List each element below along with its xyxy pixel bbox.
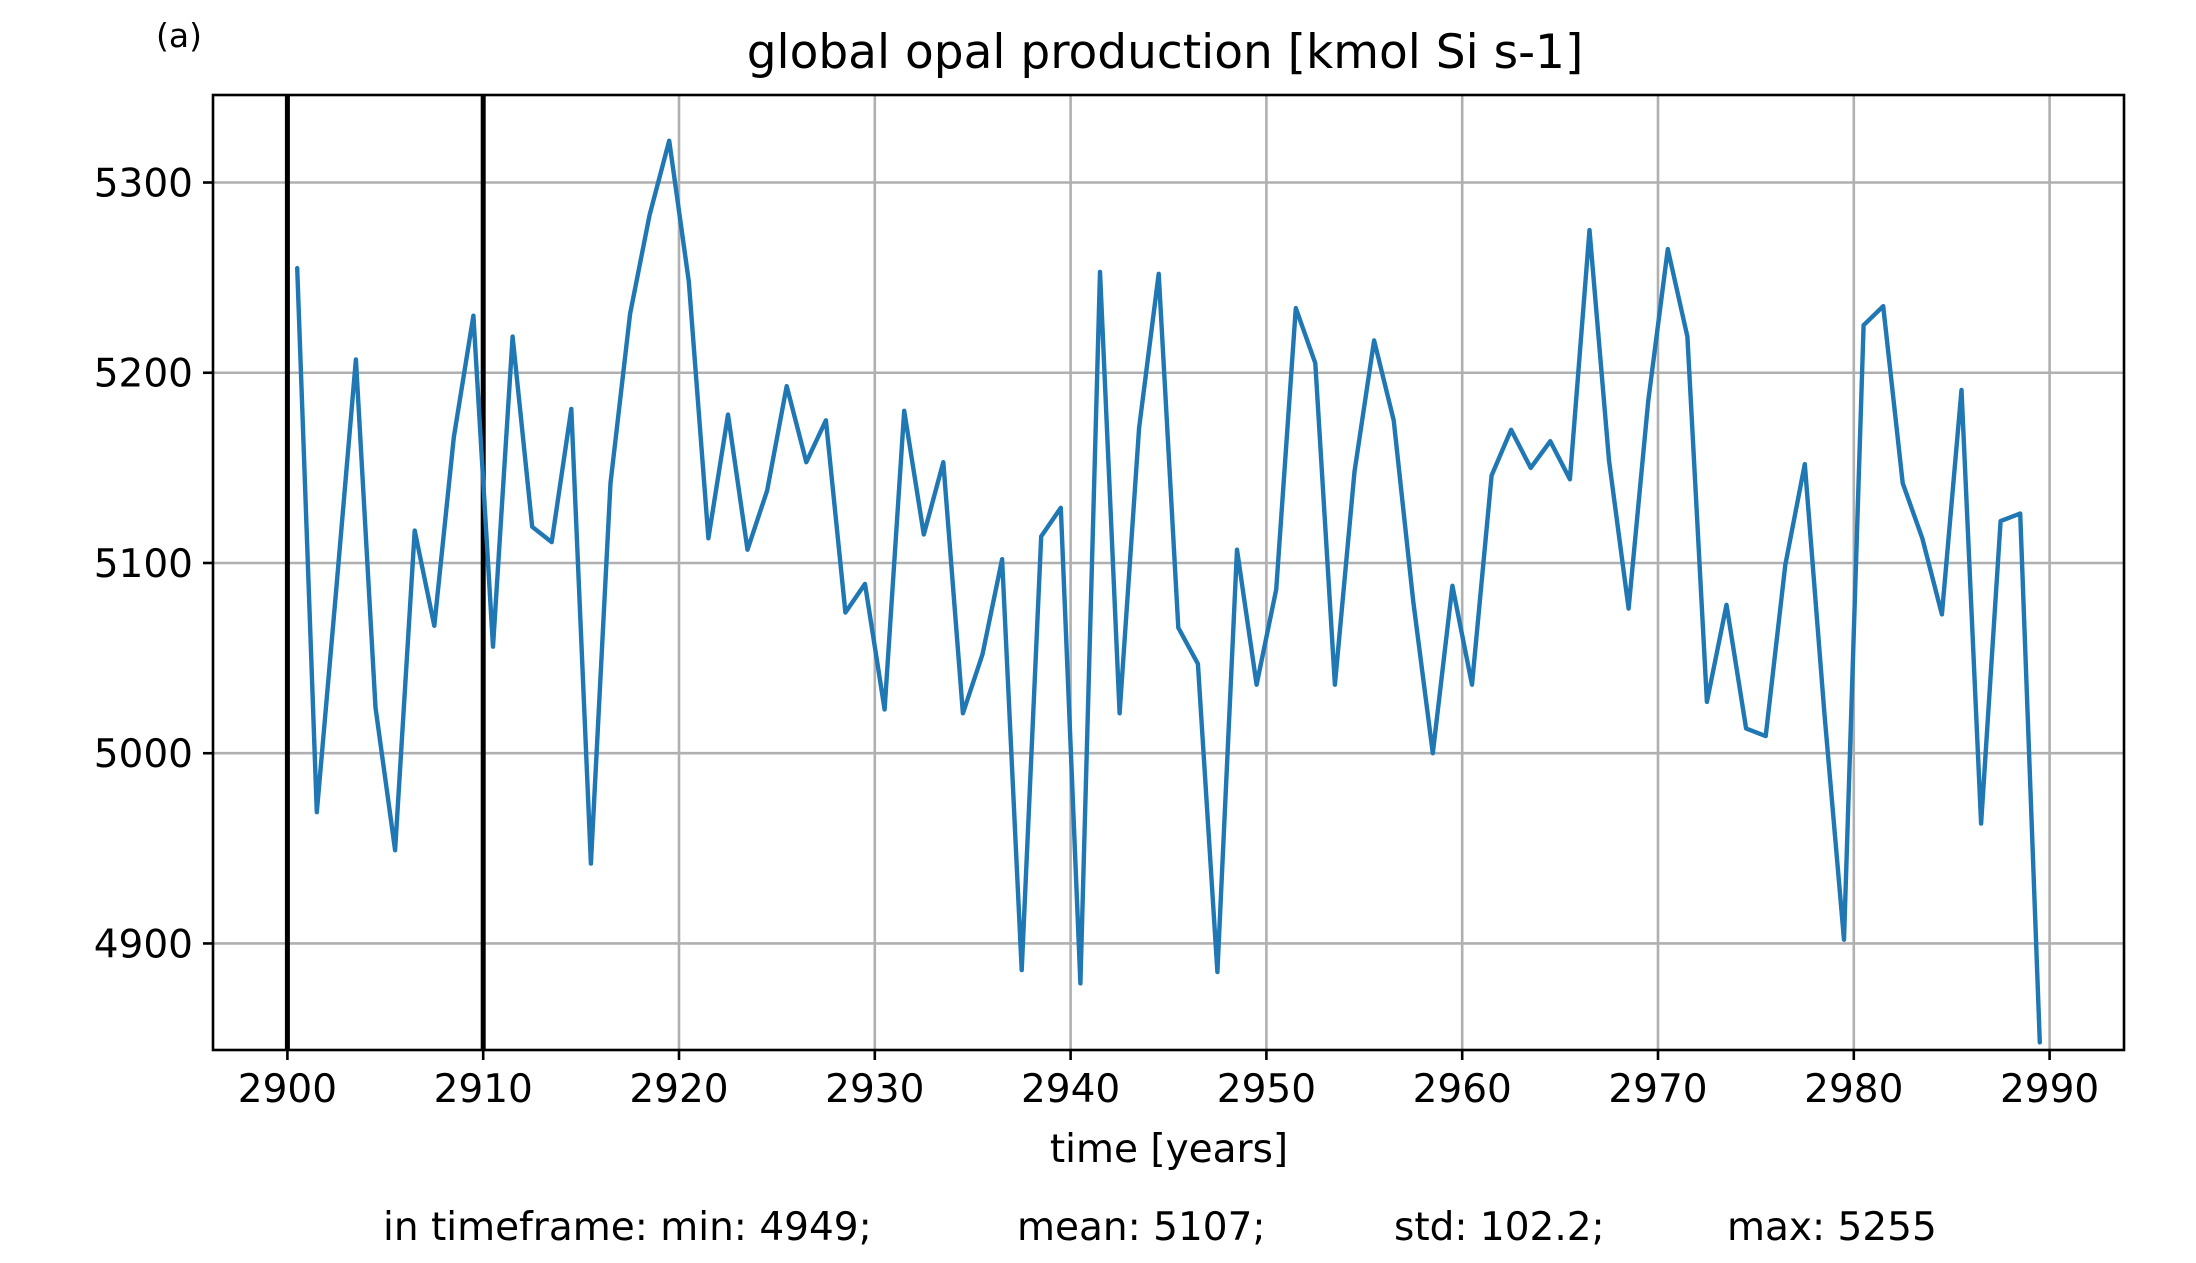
vertical-markers: [284, 95, 486, 1050]
y-tick-label: 5200: [94, 352, 193, 397]
x-tick-label: 2910: [434, 1067, 533, 1112]
series-line: [295, 138, 2043, 1045]
x-tick-label: 2970: [1608, 1067, 1707, 1112]
y-tick-label: 5300: [94, 162, 193, 207]
x-tick-label: 2930: [825, 1067, 924, 1112]
chart-title: global opal production [kmol Si s-1]: [747, 25, 1584, 80]
x-tick-label: 2940: [1021, 1067, 1120, 1112]
x-tick-label: 2950: [1217, 1067, 1316, 1112]
x-axis-label: time [years]: [1050, 1127, 1288, 1172]
x-tick-label: 2900: [238, 1067, 337, 1112]
x-tick-label: 2980: [1804, 1067, 1903, 1112]
y-tick-label: 5000: [94, 732, 193, 777]
panel-label: (a): [156, 16, 202, 55]
y-tick-label: 4900: [94, 922, 193, 967]
series-layer: [295, 138, 2043, 1045]
stats-max: max: 5255: [1727, 1205, 1937, 1250]
stats-std: std: 102.2;: [1394, 1205, 1605, 1250]
grid-lines: [213, 95, 2124, 1050]
stats-min: in timeframe: min: 4949;: [383, 1205, 872, 1250]
stats-mean: mean: 5107;: [1017, 1205, 1266, 1250]
axis-ticks: 2900 2910 2920 2930 2940 2950 2960 2970 2980 2990…: [94, 162, 2099, 1112]
x-tick-label: 2960: [1413, 1067, 1512, 1112]
plot-frame: [211, 93, 2126, 1052]
x-tick-label: 2990: [2000, 1067, 2099, 1112]
x-tick-label: 2920: [629, 1067, 728, 1112]
y-tick-label: 5100: [94, 542, 193, 587]
